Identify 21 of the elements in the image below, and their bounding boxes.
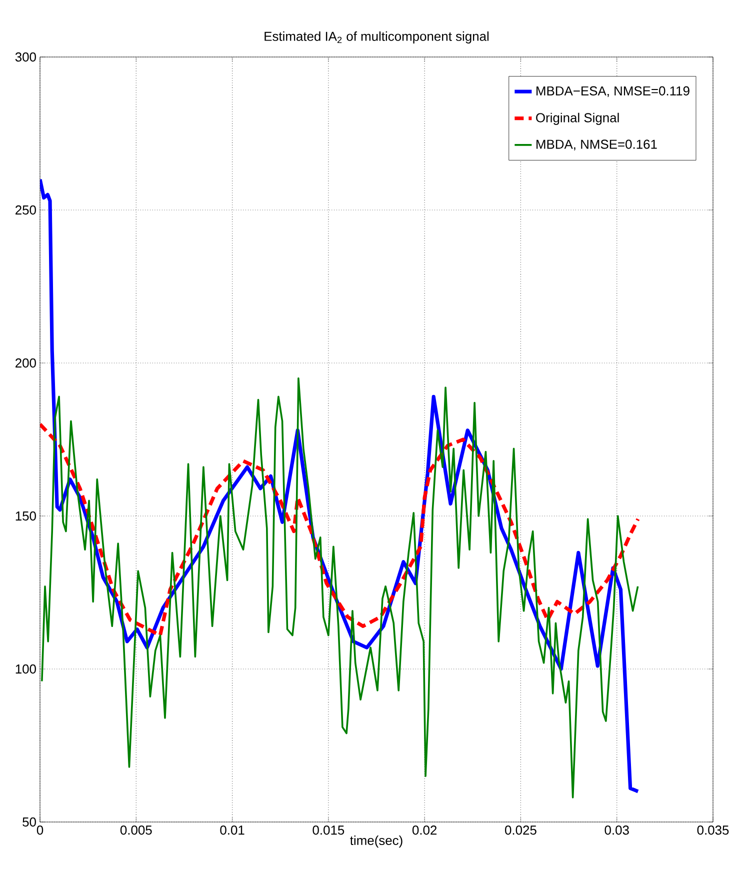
y-tick-label: 300 [15,52,36,62]
y-tick-label: 50 [22,817,36,827]
x-tick-label: 0.005 [120,826,152,835]
y-tick-label: 150 [16,511,36,521]
y-tick-label: 200 [16,358,36,368]
x-tick-label: 0.015 [312,826,344,835]
legend-label: Original Signal [536,112,619,125]
line-series [40,422,640,638]
x-tick-label: 0 [36,826,44,835]
x-tick-label: 0.03 [604,826,629,835]
y-tick-label: 250 [16,205,36,215]
x-tick-label: 0.01 [220,826,244,835]
legend-label: MBDA−ESA, NMSE=0.119 [536,86,690,98]
line-series [41,377,639,798]
x-tick-label: 0.035 [697,826,729,835]
x-tick-label: 0.02 [412,826,437,835]
legend-label: MBDA, NMSE=0.161 [536,140,657,150]
chart-title: Estimated IA$_{2}$ of multicomponent signal [264,31,489,44]
y-tick-label: 100 [16,664,36,674]
x-axis-title: time(sec) [350,836,402,848]
x-tick-label: 0.025 [505,826,536,835]
